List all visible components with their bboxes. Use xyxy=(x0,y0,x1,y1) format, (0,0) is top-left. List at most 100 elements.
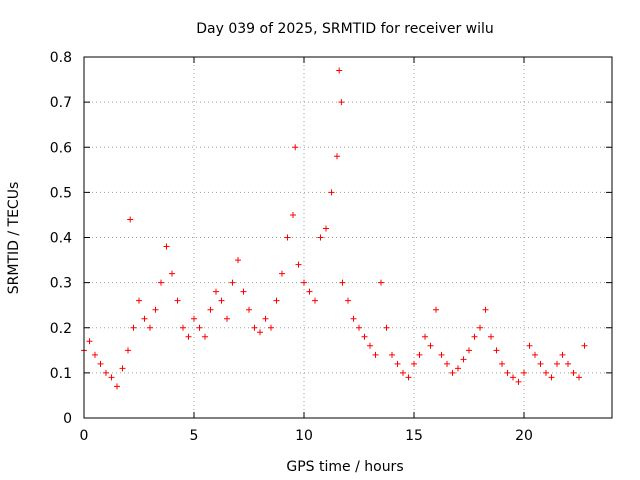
data-point xyxy=(449,369,456,376)
data-point xyxy=(438,351,445,358)
data-point xyxy=(119,365,126,372)
data-point xyxy=(130,324,137,331)
data-point xyxy=(169,270,175,277)
y-tick-label: 0.7 xyxy=(50,95,72,111)
y-tick-label: 0.4 xyxy=(50,231,72,247)
x-axis-label: GPS time / hours xyxy=(286,459,403,475)
data-point xyxy=(422,333,428,340)
y-tick-label: 0.5 xyxy=(50,185,72,201)
data-point xyxy=(345,297,351,304)
data-point xyxy=(290,211,296,218)
x-tick-label: 15 xyxy=(405,428,423,444)
axis-ticks: 0 0.1 0.2 0.3 0.4 0.5 0.6 0.7 0.8 0 5 10 15 20 xyxy=(50,50,612,444)
data-point xyxy=(493,347,500,354)
data-point xyxy=(301,279,307,286)
x-tick-label: 10 xyxy=(295,428,313,444)
data-point xyxy=(477,324,483,331)
data-point xyxy=(141,315,148,322)
data-point xyxy=(356,324,362,331)
data-point xyxy=(570,369,577,376)
data-point xyxy=(488,333,494,340)
data-point xyxy=(455,365,461,372)
data-point xyxy=(372,351,379,358)
data-point xyxy=(295,261,302,268)
data-point xyxy=(284,234,291,241)
data-point xyxy=(196,324,203,331)
data-point xyxy=(246,306,252,313)
data-point xyxy=(251,324,258,331)
data-point xyxy=(521,369,527,376)
data-point xyxy=(554,360,560,367)
x-tick-label: 0 xyxy=(80,428,89,444)
data-point xyxy=(504,369,511,376)
data-points xyxy=(81,67,588,390)
data-point xyxy=(224,315,230,322)
data-point xyxy=(136,297,142,304)
data-point xyxy=(411,360,417,367)
data-point xyxy=(543,369,549,376)
data-point xyxy=(499,360,505,367)
data-point xyxy=(526,342,533,349)
data-point xyxy=(262,315,269,322)
data-point xyxy=(108,374,115,381)
data-point xyxy=(174,297,181,304)
y-tick-label: 0.8 xyxy=(50,50,72,66)
data-point xyxy=(125,347,131,354)
data-point xyxy=(482,306,489,313)
data-point xyxy=(460,356,467,363)
data-point xyxy=(394,360,401,367)
data-point xyxy=(158,279,164,286)
data-point xyxy=(292,144,299,151)
data-point xyxy=(213,288,219,295)
data-point xyxy=(537,360,544,367)
x-tick-label: 20 xyxy=(515,428,533,444)
data-point xyxy=(581,342,588,349)
data-point xyxy=(323,225,329,232)
y-tick-label: 0.2 xyxy=(50,321,72,337)
grid xyxy=(84,57,612,418)
y-axis-label: SRMTID / TECUs xyxy=(6,182,22,295)
data-point xyxy=(378,279,384,286)
data-point xyxy=(334,153,340,160)
chart-title: Day 039 of 2025, SRMTID for receiver wil… xyxy=(196,21,494,37)
y-tick-label: 0.3 xyxy=(50,276,72,292)
data-point xyxy=(163,243,170,250)
data-point xyxy=(559,351,566,358)
data-point xyxy=(180,324,186,331)
data-point xyxy=(114,383,120,390)
data-point xyxy=(103,369,109,376)
data-point xyxy=(273,297,280,304)
data-point xyxy=(576,374,582,381)
data-point xyxy=(218,297,225,304)
data-point xyxy=(202,333,208,340)
data-point xyxy=(338,99,345,106)
data-point xyxy=(339,279,346,286)
data-point xyxy=(279,270,285,277)
data-point xyxy=(235,257,241,264)
data-point xyxy=(336,67,343,74)
data-point xyxy=(427,342,434,349)
data-point xyxy=(240,288,247,295)
data-point xyxy=(361,333,368,340)
data-point xyxy=(268,324,274,331)
data-point xyxy=(471,333,478,340)
data-point xyxy=(466,347,472,354)
data-point xyxy=(548,374,555,381)
x-tick-label: 5 xyxy=(190,428,199,444)
data-point xyxy=(147,324,153,331)
data-point xyxy=(86,338,93,345)
data-point xyxy=(400,369,406,376)
data-point xyxy=(257,329,263,336)
data-point xyxy=(532,351,538,358)
data-point xyxy=(207,306,214,313)
y-tick-label: 0.6 xyxy=(50,140,72,156)
data-point xyxy=(350,315,357,322)
data-point xyxy=(92,351,98,358)
data-point xyxy=(312,297,318,304)
data-point xyxy=(389,351,395,358)
data-point xyxy=(565,360,571,367)
data-point xyxy=(229,279,236,286)
data-point xyxy=(127,216,134,223)
y-tick-label: 0.1 xyxy=(50,366,72,382)
